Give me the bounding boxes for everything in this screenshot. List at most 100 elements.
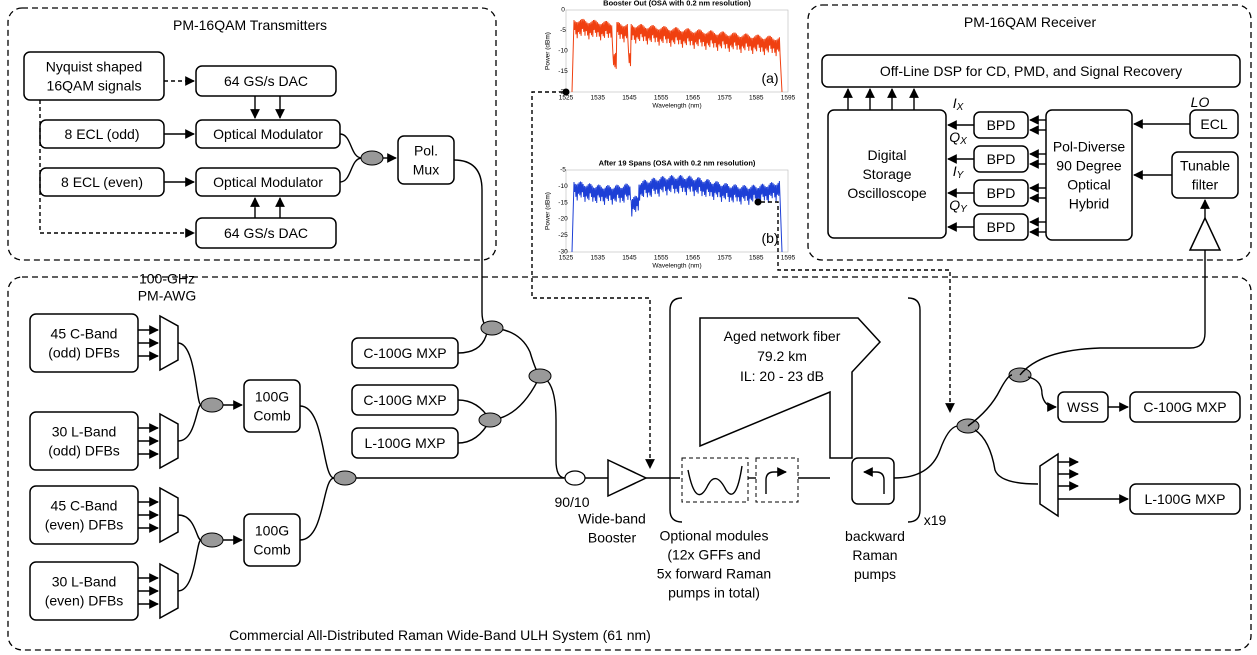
tap-coupler: [564, 470, 586, 486]
label: 1575: [717, 255, 732, 262]
backward-pump: [851, 457, 895, 505]
channel-main: I: [953, 95, 957, 111]
coupler: [478, 412, 502, 428]
spectrum-trace: [571, 174, 783, 253]
awg-mux: [159, 562, 179, 620]
connector: [669, 297, 683, 523]
label: (odd) DFBs: [48, 345, 120, 361]
connector: [893, 425, 958, 479]
label: Wavelength (nm): [652, 103, 701, 110]
label: 79.2 km: [757, 348, 807, 364]
channel-main: Q: [949, 129, 960, 145]
connector: [765, 467, 787, 494]
label: Wide-band: [578, 511, 646, 527]
plot-frame: [565, 9, 789, 93]
label: 1575: [717, 95, 732, 102]
label: PM-AWG: [138, 288, 197, 304]
spectrum-trace: [571, 18, 783, 93]
demux: [1039, 452, 1059, 518]
connector: [453, 159, 493, 329]
label: (even) DFBs: [45, 517, 124, 533]
connector: [531, 91, 655, 469]
label: Pol-Diverse: [1053, 139, 1126, 155]
connector: [177, 539, 202, 592]
block: [29, 561, 139, 621]
forward-pump: [755, 457, 799, 503]
label: Optical: [1067, 177, 1111, 193]
label: PM-16QAM Receiver: [964, 14, 1097, 30]
label: Raman: [852, 547, 897, 563]
booster: [607, 458, 648, 498]
label: 1535: [590, 95, 605, 102]
awg-mux: [159, 412, 179, 470]
label: Power (dBm): [545, 192, 552, 230]
label: Power (dBm): [545, 32, 552, 70]
label: 100G: [255, 523, 289, 539]
connector: [1019, 250, 1206, 376]
label: Comb: [253, 542, 291, 558]
amplifier: [1188, 216, 1222, 251]
connector: [177, 404, 202, 442]
label: IL: 20 - 23 dB: [740, 368, 824, 384]
label: Optical Modulator: [213, 126, 323, 142]
connector: [967, 374, 1013, 427]
label: PM-16QAM Transmitters: [173, 17, 327, 33]
label: Wavelength (nm): [652, 263, 701, 270]
block: [1129, 391, 1241, 423]
gff-module: [681, 457, 749, 503]
label: L-100G MXP: [1145, 491, 1226, 507]
block: [29, 411, 139, 471]
label: C-100G MXP: [363, 345, 446, 361]
label: ECL: [1200, 116, 1227, 132]
connector: [761, 201, 955, 413]
label: 8 ECL (odd): [65, 126, 140, 142]
coupler: [360, 150, 384, 166]
probe-dot: [562, 88, 570, 96]
label: 8 ECL (even): [61, 174, 143, 190]
channel-sub: Y: [960, 204, 968, 215]
block: [29, 313, 139, 373]
connector: [974, 429, 1039, 485]
label: BPD: [987, 185, 1016, 201]
connector: [299, 477, 335, 541]
label: 16QAM signals: [47, 78, 142, 94]
label: Aged network fiber: [724, 328, 841, 344]
connector: [489, 375, 541, 421]
label: -15: [558, 199, 568, 206]
gff-curve: [687, 465, 743, 496]
connector: [863, 467, 885, 494]
label: 100-GHz: [139, 271, 195, 287]
label: -30: [558, 249, 568, 256]
channel-label: QY: [949, 197, 968, 215]
label: Digital: [868, 147, 907, 163]
label: BPD: [987, 219, 1016, 235]
block: [1045, 109, 1133, 241]
block: [1129, 483, 1241, 515]
label: C-100G MXP: [363, 392, 446, 408]
channel-label: IY: [953, 163, 965, 181]
channel-label: QX: [949, 129, 967, 147]
label: Off-Line DSP for CD, PMD, and Signal Rec…: [880, 63, 1182, 79]
connector: [177, 514, 202, 541]
label: -25: [558, 232, 568, 239]
label: 64 GS/s DAC: [224, 73, 308, 89]
connector: [1027, 376, 1057, 412]
label: L-100G MXP: [365, 435, 446, 451]
label: 1525: [559, 255, 574, 262]
coupler: [480, 320, 504, 336]
label: 45 C-Band: [51, 326, 118, 342]
awg-mux: [159, 486, 179, 544]
label: 1595: [781, 95, 796, 102]
label: 1565: [686, 255, 701, 262]
label: Booster Out (OSA with 0.2 nm resolution): [603, 0, 751, 8]
connector: [339, 157, 363, 183]
coupler: [200, 397, 224, 413]
coupler: [200, 532, 224, 548]
connector: [177, 342, 202, 406]
label: Pol.: [414, 143, 438, 159]
block: [195, 65, 337, 97]
channel-sub: X: [959, 136, 967, 147]
label: -5: [560, 167, 566, 174]
connector: [539, 375, 566, 479]
label: -20: [558, 216, 568, 223]
